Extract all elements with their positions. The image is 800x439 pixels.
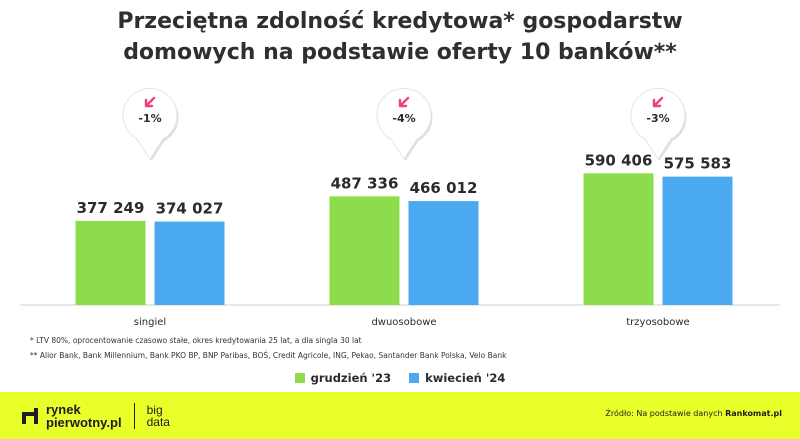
- brand-subtitle: big data: [147, 404, 170, 428]
- badge-dwuosobowe: [376, 87, 432, 160]
- brand-name-line-2: pierwotny.pl: [46, 415, 122, 430]
- chart-title-line-1: Przeciętna zdolność kredytowa* gospodars…: [117, 9, 683, 34]
- legend: grudzień '23 kwiecień '24: [0, 371, 800, 385]
- arrow-down-left-icon: [144, 96, 156, 108]
- change-label-singiel: -1%: [138, 112, 161, 125]
- legend-swatch-green: [294, 373, 305, 383]
- category-label-singiel: singiel: [134, 317, 166, 328]
- arrow-down-left-icon: [652, 96, 664, 108]
- data-label-dwuosobowe-1: 487 336: [331, 174, 399, 192]
- legend-item-grudzien: grudzień '23: [294, 371, 392, 385]
- badge-trzyosobowe: [630, 87, 686, 160]
- brand-subtitle-line-2: data: [146, 415, 170, 429]
- brand-mark-icon: [22, 408, 38, 424]
- bar-singiel-1: [75, 220, 146, 305]
- bar-trzyosobowe-1: [583, 173, 654, 305]
- data-label-singiel-1: 377 249: [77, 199, 145, 217]
- legend-label-grudzien: grudzień '23: [310, 371, 392, 385]
- change-label-dwuosobowe: -4%: [392, 112, 415, 125]
- brand-name: rynek pierwotny.pl: [46, 403, 122, 429]
- category-label-trzyosobowe: trzyosobowe: [626, 317, 689, 328]
- data-label-singiel-2: 374 027: [156, 200, 224, 218]
- badge-singiel: [122, 87, 178, 160]
- footnote-1: * LTV 80%, oprocentowanie czasowo stałe,…: [30, 336, 362, 345]
- brand-logo: rynek pierwotny.pl big data: [20, 402, 170, 430]
- data-label-dwuosobowe-2: 466 012: [410, 179, 478, 197]
- footer-bar: rynek pierwotny.pl big data Źródło: Na p…: [0, 392, 800, 439]
- brand-divider: [133, 403, 135, 429]
- bar-dwuosobowe-1: [329, 196, 400, 305]
- chart-title-line-2: domowych na podstawie oferty 10 banków**: [123, 40, 677, 65]
- bar-dwuosobowe-2: [408, 201, 479, 305]
- bar-chart: 377 249 374 027 singiel -1% 487 336 466 012 dw…: [20, 87, 780, 328]
- arrow-down-left-icon: [398, 96, 410, 108]
- source-prefix: Źródło: Na podstawie danych: [605, 409, 726, 418]
- brand-subtitle-line-1: big: [146, 403, 163, 417]
- bar-singiel-2: [154, 221, 225, 305]
- chart-title: Przeciętna zdolność kredytowa* gospodars…: [0, 6, 800, 68]
- change-label-trzyosobowe: -3%: [646, 112, 669, 125]
- legend-label-kwiecien: kwiecień '24: [425, 371, 506, 385]
- footnote-2: ** Alior Bank, Bank Millennium, Bank PKO…: [30, 351, 507, 360]
- brand-name-line-1: rynek: [46, 402, 81, 417]
- bar-trzyosobowe-2: [662, 176, 733, 305]
- source-name: Rankomat.pl: [725, 409, 782, 418]
- legend-item-kwiecien: kwiecień '24: [409, 371, 505, 385]
- data-label-trzyosobowe-2: 575 583: [664, 155, 732, 173]
- source-note: Źródło: Na podstawie danych Rankomat.pl: [605, 409, 782, 418]
- category-label-dwuosobowe: dwuosobowe: [371, 317, 436, 328]
- data-label-trzyosobowe-1: 590 406: [585, 151, 653, 169]
- footnotes: * LTV 80%, oprocentowanie czasowo stałe,…: [30, 333, 506, 363]
- legend-swatch-blue: [409, 373, 420, 383]
